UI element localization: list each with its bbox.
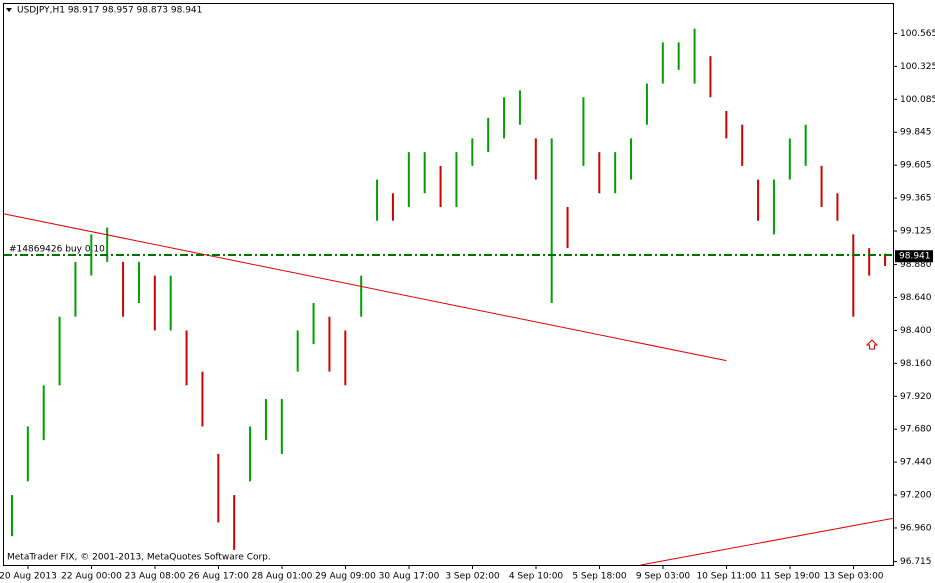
y-tick-label: 98.400 xyxy=(900,326,932,336)
y-tick-label: 99.365 xyxy=(900,194,932,204)
y-tick-label: 96.960 xyxy=(900,523,932,533)
x-tick-label: 20 Aug 2013 xyxy=(0,572,57,582)
y-tick-label: 99.125 xyxy=(900,227,932,237)
x-tick-label: 5 Sep 18:00 xyxy=(572,572,627,582)
x-tick-label: 11 Sep 19:00 xyxy=(760,572,820,582)
x-tick-label: 29 Aug 09:00 xyxy=(315,572,376,582)
chart-title: USDJPY,H1 98.917 98.957 98.873 98.941 xyxy=(17,6,202,16)
x-tick-label: 13 Sep 03:00 xyxy=(823,572,883,582)
copyright: MetaTrader FIX, © 2001-2013, MetaQuotes … xyxy=(7,553,271,563)
order-label: #14869426 buy 0.10 xyxy=(9,245,105,255)
x-tick-label: 22 Aug 00:00 xyxy=(61,572,122,582)
x-tick-label: 30 Aug 17:00 xyxy=(379,572,440,582)
y-tick-label: 98.640 xyxy=(900,293,932,303)
y-tick-label: 97.200 xyxy=(900,491,932,501)
y-tick-label: 98.160 xyxy=(900,359,932,369)
current-price-box xyxy=(895,250,933,263)
y-tick-label: 96.715 xyxy=(900,557,932,567)
menu-arrow[interactable] xyxy=(6,8,12,12)
y-tick-label: 100.565 xyxy=(900,29,935,39)
y-tick-label: 100.085 xyxy=(900,95,935,105)
x-tick-label: 10 Sep 11:00 xyxy=(696,572,756,582)
x-tick-label: 9 Sep 03:00 xyxy=(636,572,691,582)
y-tick-label: 97.680 xyxy=(900,425,932,435)
y-tick-label: 99.605 xyxy=(900,161,932,171)
y-tick-label: 100.325 xyxy=(900,62,935,72)
buy-arrow xyxy=(865,339,879,350)
x-tick-label: 26 Aug 17:00 xyxy=(188,572,249,582)
plot-frame xyxy=(3,3,894,566)
y-tick-label: 97.920 xyxy=(900,392,932,402)
trendline xyxy=(640,517,894,566)
trendline xyxy=(3,213,727,362)
x-tick-label: 3 Sep 02:00 xyxy=(445,572,500,582)
y-tick-label: 98.880 xyxy=(900,260,932,270)
x-tick-label: 28 Aug 01:00 xyxy=(252,572,313,582)
x-tick-label: 23 Aug 08:00 xyxy=(125,572,186,582)
x-tick-label: 4 Sep 10:00 xyxy=(509,572,564,582)
y-tick-label: 97.440 xyxy=(900,458,932,468)
y-tick-label: 99.845 xyxy=(900,128,932,138)
current-price-label: 98.941 xyxy=(899,252,931,262)
